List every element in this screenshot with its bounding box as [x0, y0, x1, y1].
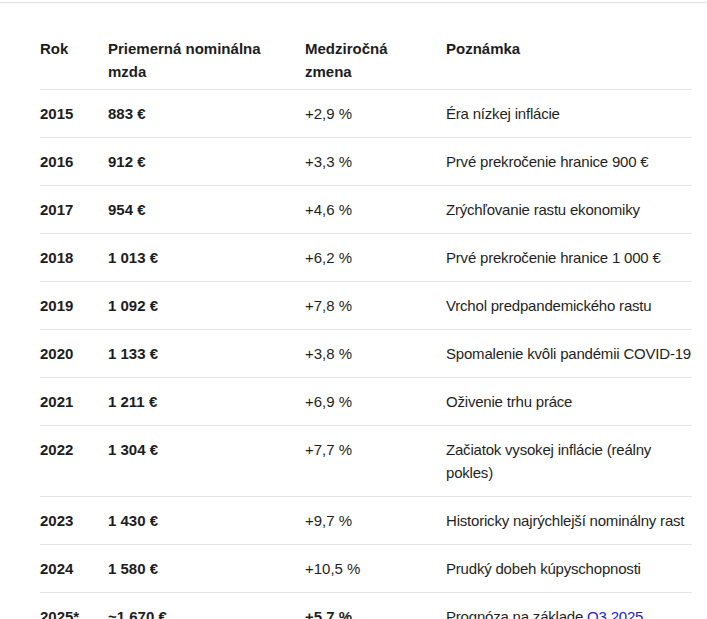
- q3-2025-link[interactable]: Q3 2025: [587, 608, 643, 619]
- change-cell: +9,7 %: [305, 497, 446, 545]
- table-row: 2023 1 430 € +9,7 % Historicky najrýchle…: [40, 497, 692, 545]
- note-cell: Zrýchľovanie rastu ekonomiky: [446, 186, 692, 234]
- wage-cell: 1 430 €: [108, 497, 305, 545]
- wage-cell: 1 013 €: [108, 234, 305, 282]
- year-cell: 2023: [40, 497, 108, 545]
- table-row: 2020 1 133 € +3,8 % Spomalenie kvôli pan…: [40, 330, 692, 378]
- wage-cell: 1 133 €: [108, 330, 305, 378]
- change-cell: +10,5 %: [305, 545, 446, 593]
- table-row: 2015 883 € +2,9 % Éra nízkej inflácie: [40, 90, 692, 138]
- note-cell: Oživenie trhu práce: [446, 378, 692, 426]
- table-row: 2022 1 304 € +7,7 % Začiatok vysokej inf…: [40, 426, 692, 497]
- note-cell: Éra nízkej inflácie: [446, 90, 692, 138]
- year-cell: 2017: [40, 186, 108, 234]
- wage-cell: 912 €: [108, 138, 305, 186]
- wage-cell: 1 211 €: [108, 378, 305, 426]
- table-row: 2017 954 € +4,6 % Zrýchľovanie rastu eko…: [40, 186, 692, 234]
- wage-cell: 1 304 €: [108, 426, 305, 497]
- year-cell: 2022: [40, 426, 108, 497]
- note-cell: Prudký dobeh kúpyschopnosti: [446, 545, 692, 593]
- top-divider: [0, 2, 707, 3]
- column-header-mzda: Priemerná nominálna mzda: [108, 11, 305, 90]
- wage-cell: 883 €: [108, 90, 305, 138]
- note-cell: Prvé prekročenie hranice 1 000 €: [446, 234, 692, 282]
- note-cell: Začiatok vysokej inflácie (reálny pokles…: [446, 426, 692, 497]
- note-cell: Historicky najrýchlejší nominálny rast: [446, 497, 692, 545]
- table-row: 2016 912 € +3,3 % Prvé prekročenie hrani…: [40, 138, 692, 186]
- table-row: 2025* ~1 670 € +5,7 % Prognóza na základ…: [40, 593, 692, 619]
- wage-table: Rok Priemerná nominálna mzda Medziročná …: [40, 11, 692, 619]
- year-cell: 2020: [40, 330, 108, 378]
- year-cell: 2018: [40, 234, 108, 282]
- change-cell: +6,2 %: [305, 234, 446, 282]
- change-cell: +3,3 %: [305, 138, 446, 186]
- change-cell: +5,7 %: [305, 593, 446, 619]
- year-cell: 2024: [40, 545, 108, 593]
- header-row: Rok Priemerná nominálna mzda Medziročná …: [40, 11, 692, 90]
- year-cell: 2016: [40, 138, 108, 186]
- table-row: 2019 1 092 € +7,8 % Vrchol predpandemick…: [40, 282, 692, 330]
- wage-cell: 1 092 €: [108, 282, 305, 330]
- column-header-poznamka: Poznámka: [446, 11, 692, 90]
- column-header-zmena: Medziročná zmena: [305, 11, 446, 90]
- column-header-rok: Rok: [40, 11, 108, 90]
- change-cell: +2,9 %: [305, 90, 446, 138]
- table-row: 2024 1 580 € +10,5 % Prudký dobeh kúpysc…: [40, 545, 692, 593]
- wage-cell: ~1 670 €: [108, 593, 305, 619]
- year-cell: 2019: [40, 282, 108, 330]
- note-cell: Prvé prekročenie hranice 900 €: [446, 138, 692, 186]
- change-cell: +7,8 %: [305, 282, 446, 330]
- change-cell: +4,6 %: [305, 186, 446, 234]
- note-cell: Prognóza na základe Q3 2025: [446, 593, 692, 619]
- year-cell: 2015: [40, 90, 108, 138]
- year-cell: 2025*: [40, 593, 108, 619]
- wage-cell: 954 €: [108, 186, 305, 234]
- change-cell: +7,7 %: [305, 426, 446, 497]
- wage-cell: 1 580 €: [108, 545, 305, 593]
- table-header: Rok Priemerná nominálna mzda Medziročná …: [40, 11, 692, 90]
- note-cell: Spomalenie kvôli pandémii COVID-19: [446, 330, 692, 378]
- year-cell: 2021: [40, 378, 108, 426]
- change-cell: +3,8 %: [305, 330, 446, 378]
- change-cell: +6,9 %: [305, 378, 446, 426]
- table-body: 2015 883 € +2,9 % Éra nízkej inflácie 20…: [40, 90, 692, 619]
- table-row: 2021 1 211 € +6,9 % Oživenie trhu práce: [40, 378, 692, 426]
- note-cell: Vrchol predpandemického rastu: [446, 282, 692, 330]
- table-row: 2018 1 013 € +6,2 % Prvé prekročenie hra…: [40, 234, 692, 282]
